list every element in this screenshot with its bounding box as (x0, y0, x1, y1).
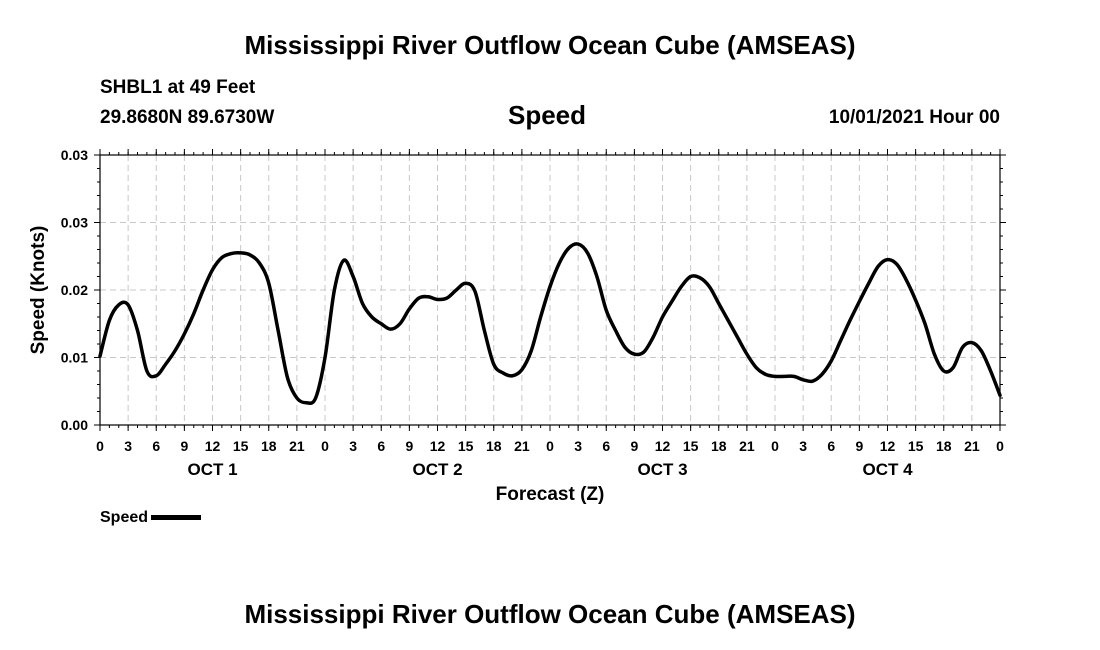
tick-marks (94, 149, 1006, 431)
x-tick-label: 0 (546, 438, 554, 454)
y-tick-label: 0.02 (61, 282, 88, 298)
x-tick-label: 18 (711, 438, 727, 454)
x-tick-labels: 0 3 6 9 12 15 18 21 0 3 6 9 12 15 18 21 0 3 6 9 12 15 18 21 0 3 6 9… (96, 438, 1004, 454)
x-axis-title: Forecast (Z) (496, 484, 605, 505)
x-tick-label: 0 (321, 438, 329, 454)
x-tick-label: 3 (349, 438, 357, 454)
coordinates-label: 29.8680N 89.6730W (100, 107, 275, 128)
variable-label: Speed (508, 100, 587, 130)
x-tick-label: 6 (152, 438, 160, 454)
x-tick-label: 15 (233, 438, 249, 454)
x-tick-label: 18 (261, 438, 277, 454)
x-tick-label: 3 (124, 438, 132, 454)
x-tick-label: 9 (855, 438, 863, 454)
chart-title: Mississippi River Outflow Ocean Cube (AM… (244, 30, 856, 60)
x-tick-label: 21 (964, 438, 980, 454)
x-tick-label: 6 (602, 438, 610, 454)
x-tick-label: 15 (458, 438, 474, 454)
x-tick-label: 15 (908, 438, 924, 454)
x-tick-label: 12 (655, 438, 671, 454)
x-tick-label: 21 (739, 438, 755, 454)
x-tick-label: 0 (96, 438, 104, 454)
y-axis-title: Speed (Knots) (28, 226, 49, 355)
x-tick-label: 18 (486, 438, 502, 454)
forecast-datetime-label: 10/01/2021 Hour 00 (828, 107, 1000, 128)
y-tick-label: 0.00 (61, 417, 88, 433)
x-tick-label: 6 (377, 438, 385, 454)
legend-label: Speed (100, 509, 149, 526)
station-label: SHBL1 at 49 Feet (100, 77, 256, 98)
day-labels: OCT 1 OCT 2 OCT 3 OCT 4 (187, 460, 913, 479)
y-tick-label: 0.03 (61, 215, 88, 231)
x-tick-label: 3 (574, 438, 582, 454)
x-tick-label: 6 (827, 438, 835, 454)
legend-line-swatch (151, 515, 202, 521)
x-tick-label: 12 (205, 438, 221, 454)
x-tick-label: 21 (514, 438, 530, 454)
day-label: OCT 4 (862, 460, 913, 479)
x-tick-label: 9 (630, 438, 638, 454)
y-tick-label: 0.01 (61, 350, 88, 366)
x-tick-label: 3 (799, 438, 807, 454)
x-tick-label: 12 (880, 438, 896, 454)
x-tick-label: 21 (289, 438, 305, 454)
day-label: OCT 3 (637, 460, 687, 479)
x-tick-label: 0 (771, 438, 779, 454)
y-tick-label: 0.03 (61, 147, 88, 163)
x-tick-label: 15 (683, 438, 699, 454)
day-label: OCT 2 (412, 460, 462, 479)
speed-series-line (98, 242, 1002, 405)
day-label: OCT 1 (187, 460, 237, 479)
x-tick-label: 9 (180, 438, 188, 454)
x-tick-label: 18 (936, 438, 952, 454)
legend: Speed (100, 509, 202, 527)
y-tick-labels: 0.00 0.01 0.02 0.03 0.03 (61, 147, 88, 433)
x-tick-label: 12 (430, 438, 446, 454)
footer-title: Mississippi River Outflow Ocean Cube (AM… (244, 599, 856, 629)
x-tick-label: 9 (405, 438, 413, 454)
x-tick-label: 0 (996, 438, 1004, 454)
